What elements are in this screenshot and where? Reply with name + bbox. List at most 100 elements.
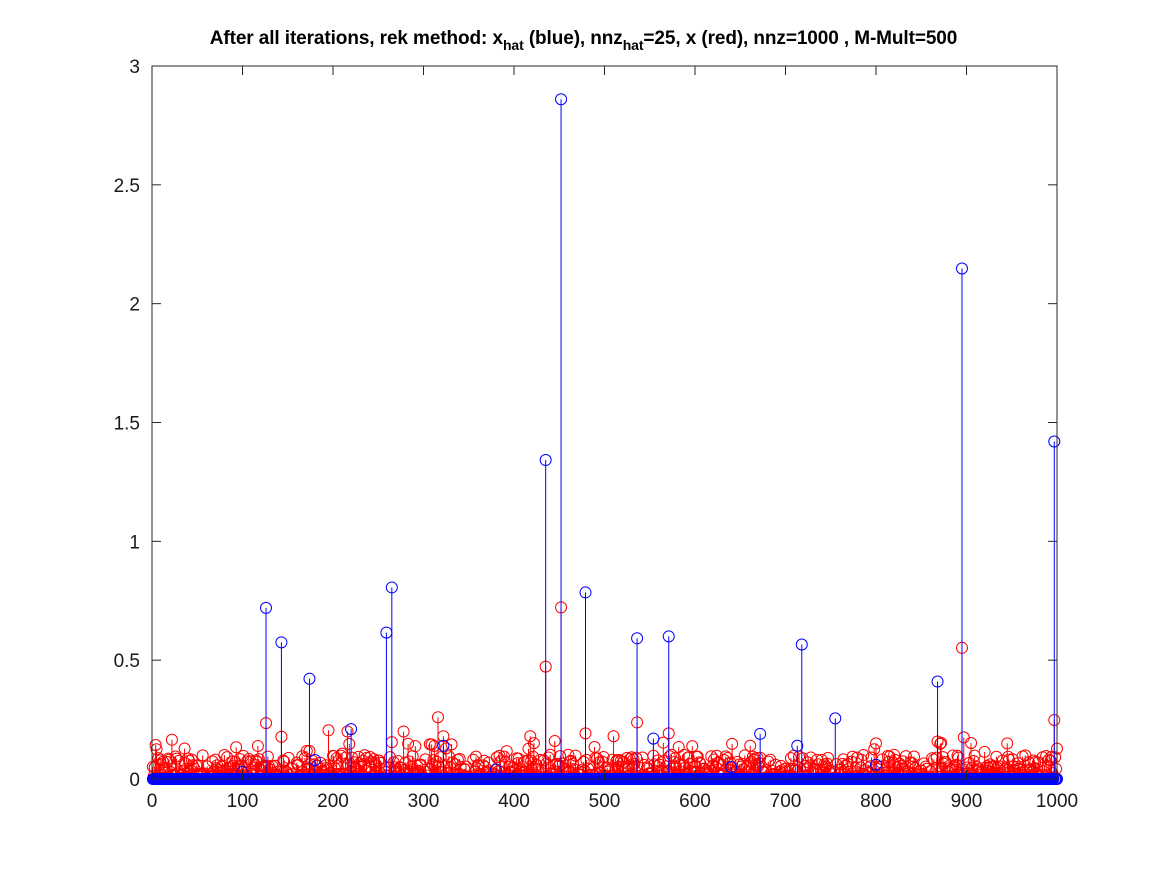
x-hat-stem-marker (308, 753, 321, 766)
x-hat-stem-marker (662, 630, 675, 643)
x-stem-marker (251, 739, 264, 752)
x-stem-marker (934, 737, 947, 750)
x-stem-marker (726, 737, 739, 750)
x-hat-stem-marker (754, 727, 767, 740)
x-tick-label: 300 (408, 791, 440, 812)
x-stem-marker (965, 736, 978, 749)
x-stem-marker (149, 738, 162, 751)
axes (151, 65, 1058, 780)
x-hat-stem-marker (555, 93, 568, 106)
x-stem-marker (868, 743, 881, 756)
y-axis-ticks: 0 0.5 1 1.5 2 2.5 3 (114, 57, 1057, 791)
x-stem-marker (744, 739, 757, 752)
x-stem-marker (693, 756, 706, 769)
x-stem-marker (978, 745, 991, 758)
x-stem-marker (431, 711, 444, 724)
x-hat-stem-marker (437, 739, 450, 752)
x-stem-marker (524, 730, 537, 743)
y-tick-label: 2 (129, 295, 140, 316)
x-stem-marker (630, 751, 643, 764)
x-stem-marker (569, 749, 582, 762)
y-tick-label: 1.5 (114, 414, 140, 435)
x-axis-ticks: 0 100 200 300 400 500 600 700 800 900 1000 (147, 66, 1078, 812)
x-stem-marker (402, 737, 415, 750)
x-hat-stem-marker (1048, 435, 1061, 448)
x-tick-label: 0 (147, 791, 158, 812)
x-tick-label: 200 (317, 791, 349, 812)
x-hat-stem-marker (275, 636, 288, 649)
x-stem-marker (665, 748, 678, 761)
x-stem-marker (322, 724, 335, 737)
x-stem-marker (261, 750, 274, 763)
x-stem-marker (469, 750, 482, 763)
x-tick-label: 400 (498, 791, 530, 812)
x-stem-marker (397, 725, 410, 738)
x-stem-marker (607, 730, 620, 743)
x-stem-marker (691, 750, 704, 763)
x-stem-marker (544, 748, 557, 761)
x-stem-marker (628, 757, 641, 770)
x-stem-marker (230, 741, 243, 754)
x-stem-marker (374, 756, 387, 769)
x-stem-marker (1001, 737, 1014, 750)
x-stem-marker (577, 755, 590, 768)
x-stem-marker (908, 750, 921, 763)
x-stem-marker (554, 750, 567, 763)
x-stem-marker (837, 753, 850, 766)
x-stem-marker (428, 739, 441, 752)
x-stem-marker (907, 760, 920, 773)
x-stem-marker (196, 749, 209, 762)
x-stem-marker (500, 745, 513, 758)
axes-box (151, 65, 1058, 780)
x-hat-stem-marker (539, 454, 552, 467)
x-stem-marker (1040, 749, 1053, 762)
x-stem-marker (627, 753, 640, 766)
x-stem-marker (218, 748, 231, 761)
x-stem-marker (719, 750, 732, 763)
x-hat-stem-marker (791, 739, 804, 752)
x-hat-stem-marker (931, 675, 944, 688)
x-stem-marker (899, 750, 912, 763)
x-stem-marker (1049, 751, 1062, 764)
x-stem-marker (432, 760, 445, 773)
x-stem-marker (888, 748, 901, 761)
x-tick-label: 100 (227, 791, 259, 812)
x-stem-marker (150, 743, 163, 756)
y-tick-label: 0 (129, 770, 140, 791)
x-stem-marker (300, 744, 313, 757)
x-stem-marker (437, 730, 450, 743)
x-hat-stem-marker (579, 586, 592, 599)
x-stem-marker (163, 753, 176, 766)
x-stem-marker (425, 738, 438, 751)
x-stem-marker (927, 753, 940, 766)
x-stem-marker (623, 753, 636, 766)
x-stem-marker (548, 734, 561, 747)
x-stem-marker (724, 756, 737, 769)
x-tick-label: 500 (589, 791, 621, 812)
x-stem-marker (249, 758, 262, 771)
x-stem-marker (512, 752, 525, 765)
y-tick-label: 2.5 (114, 176, 140, 197)
y-tick-label: 0.5 (114, 651, 140, 672)
x-stem-marker (686, 740, 699, 753)
x-stem-marker (409, 740, 422, 753)
y-tick-label: 1 (129, 532, 140, 553)
x-hat-stem-marker (829, 712, 842, 725)
x-stem-marker (542, 751, 555, 764)
chart-title: After all iterations, rek method: xhat (… (209, 28, 958, 53)
x-tick-label: 800 (860, 791, 892, 812)
x-hat-stem-marker (385, 581, 398, 594)
x-stem-marker (870, 737, 882, 750)
x-tick-label: 1000 (1036, 791, 1078, 812)
x-tick-label: 900 (951, 791, 983, 812)
x-hat-stem-marker (725, 761, 738, 774)
y-tick-label: 3 (129, 57, 140, 78)
x-hat-stem-marker (260, 601, 273, 614)
x-stem-marker (841, 757, 854, 770)
x-stem-marker (626, 760, 639, 773)
x-stem-marker (935, 736, 948, 749)
x-stem-marker (822, 752, 835, 765)
x-stem-marker (821, 757, 834, 770)
x-stem-marker (453, 753, 466, 766)
